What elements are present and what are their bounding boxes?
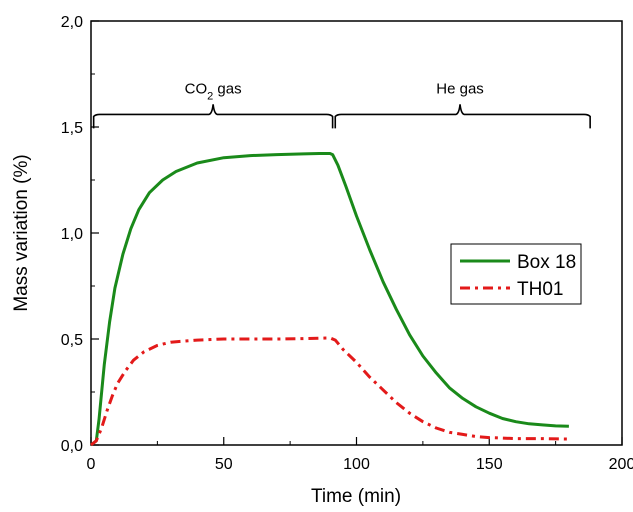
x-tick-label: 200 xyxy=(609,456,633,473)
plot-frame xyxy=(90,20,623,446)
series-line-box-18 xyxy=(90,152,569,447)
x-tick-label: 50 xyxy=(215,456,233,473)
legend: Box 18 TH01 xyxy=(450,243,582,305)
x-tick-label: 0 xyxy=(87,456,96,473)
y-tick-label: 2,0 xyxy=(61,14,83,31)
series-line-th01 xyxy=(90,336,569,447)
legend-box xyxy=(450,243,582,305)
annotation-label-0: CO2 gas xyxy=(185,80,242,102)
x-axis-ticks: 0 50 100 150 200 xyxy=(87,437,633,473)
y-tick-label: 0,0 xyxy=(61,438,83,455)
x-tick-label: 150 xyxy=(476,456,503,473)
y-axis-title: Mass variation (%) xyxy=(11,154,32,311)
y-tick-label: 1,5 xyxy=(61,120,83,137)
y-axis-ticks: 0,0 0,5 1,0 1,5 2,0 xyxy=(61,14,99,455)
y-tick-label: 1,0 xyxy=(61,226,83,243)
legend-label-th01: TH01 xyxy=(517,279,563,300)
legend-label-box18: Box 18 xyxy=(517,252,576,273)
annotation-bracket-1 xyxy=(334,104,591,129)
series-group xyxy=(90,152,569,447)
y-tick-label: 0,5 xyxy=(61,332,83,349)
x-tick-label: 100 xyxy=(343,456,370,473)
annotation-label-1: He gas xyxy=(436,80,484,97)
x-axis-title: Time (min) xyxy=(311,486,401,507)
annotation-bracket-0 xyxy=(92,104,334,129)
annotations: CO2 gas He gas xyxy=(92,80,591,129)
